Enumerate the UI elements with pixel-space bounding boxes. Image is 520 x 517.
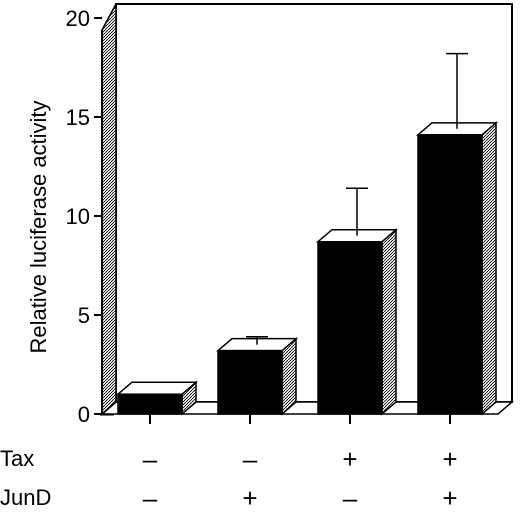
y-tick-label: 15: [66, 105, 90, 130]
bar-front: [217, 349, 283, 415]
condition-sign: +: [242, 483, 257, 513]
condition-sign: +: [442, 483, 457, 513]
bar: [415, 121, 499, 416]
bar-side: [281, 337, 297, 416]
condition-sign: –: [143, 444, 158, 474]
y-axis-label: Relative luciferase activity: [26, 100, 51, 353]
bars: [115, 121, 499, 416]
x-ticks: [100, 414, 451, 424]
bar-top: [115, 381, 199, 395]
condition-sign: +: [442, 444, 457, 474]
bar: [215, 337, 299, 416]
error-bars: [246, 52, 468, 345]
y-axis: 0 5 10 15 20: [66, 6, 103, 427]
left-wall: [101, 3, 117, 416]
condition-rows: Tax – – + + JunD – + – +: [0, 444, 458, 513]
condition-sign: +: [342, 444, 357, 474]
bar-side: [481, 121, 497, 416]
y-tick-label: 5: [78, 303, 90, 328]
y-tick-label: 20: [66, 6, 90, 31]
bar: [115, 380, 199, 416]
bar-side: [381, 228, 397, 416]
y-tick-label: 0: [78, 402, 90, 427]
condition-label: JunD: [0, 485, 51, 510]
bar: [315, 228, 399, 416]
condition-sign: –: [343, 483, 358, 513]
bar-front: [117, 393, 183, 415]
y-tick-label: 10: [66, 204, 90, 229]
condition-sign: –: [243, 444, 258, 474]
condition-sign: –: [143, 483, 158, 513]
bar-front: [417, 134, 483, 415]
bar-front: [317, 240, 383, 415]
condition-label: Tax: [0, 446, 34, 471]
